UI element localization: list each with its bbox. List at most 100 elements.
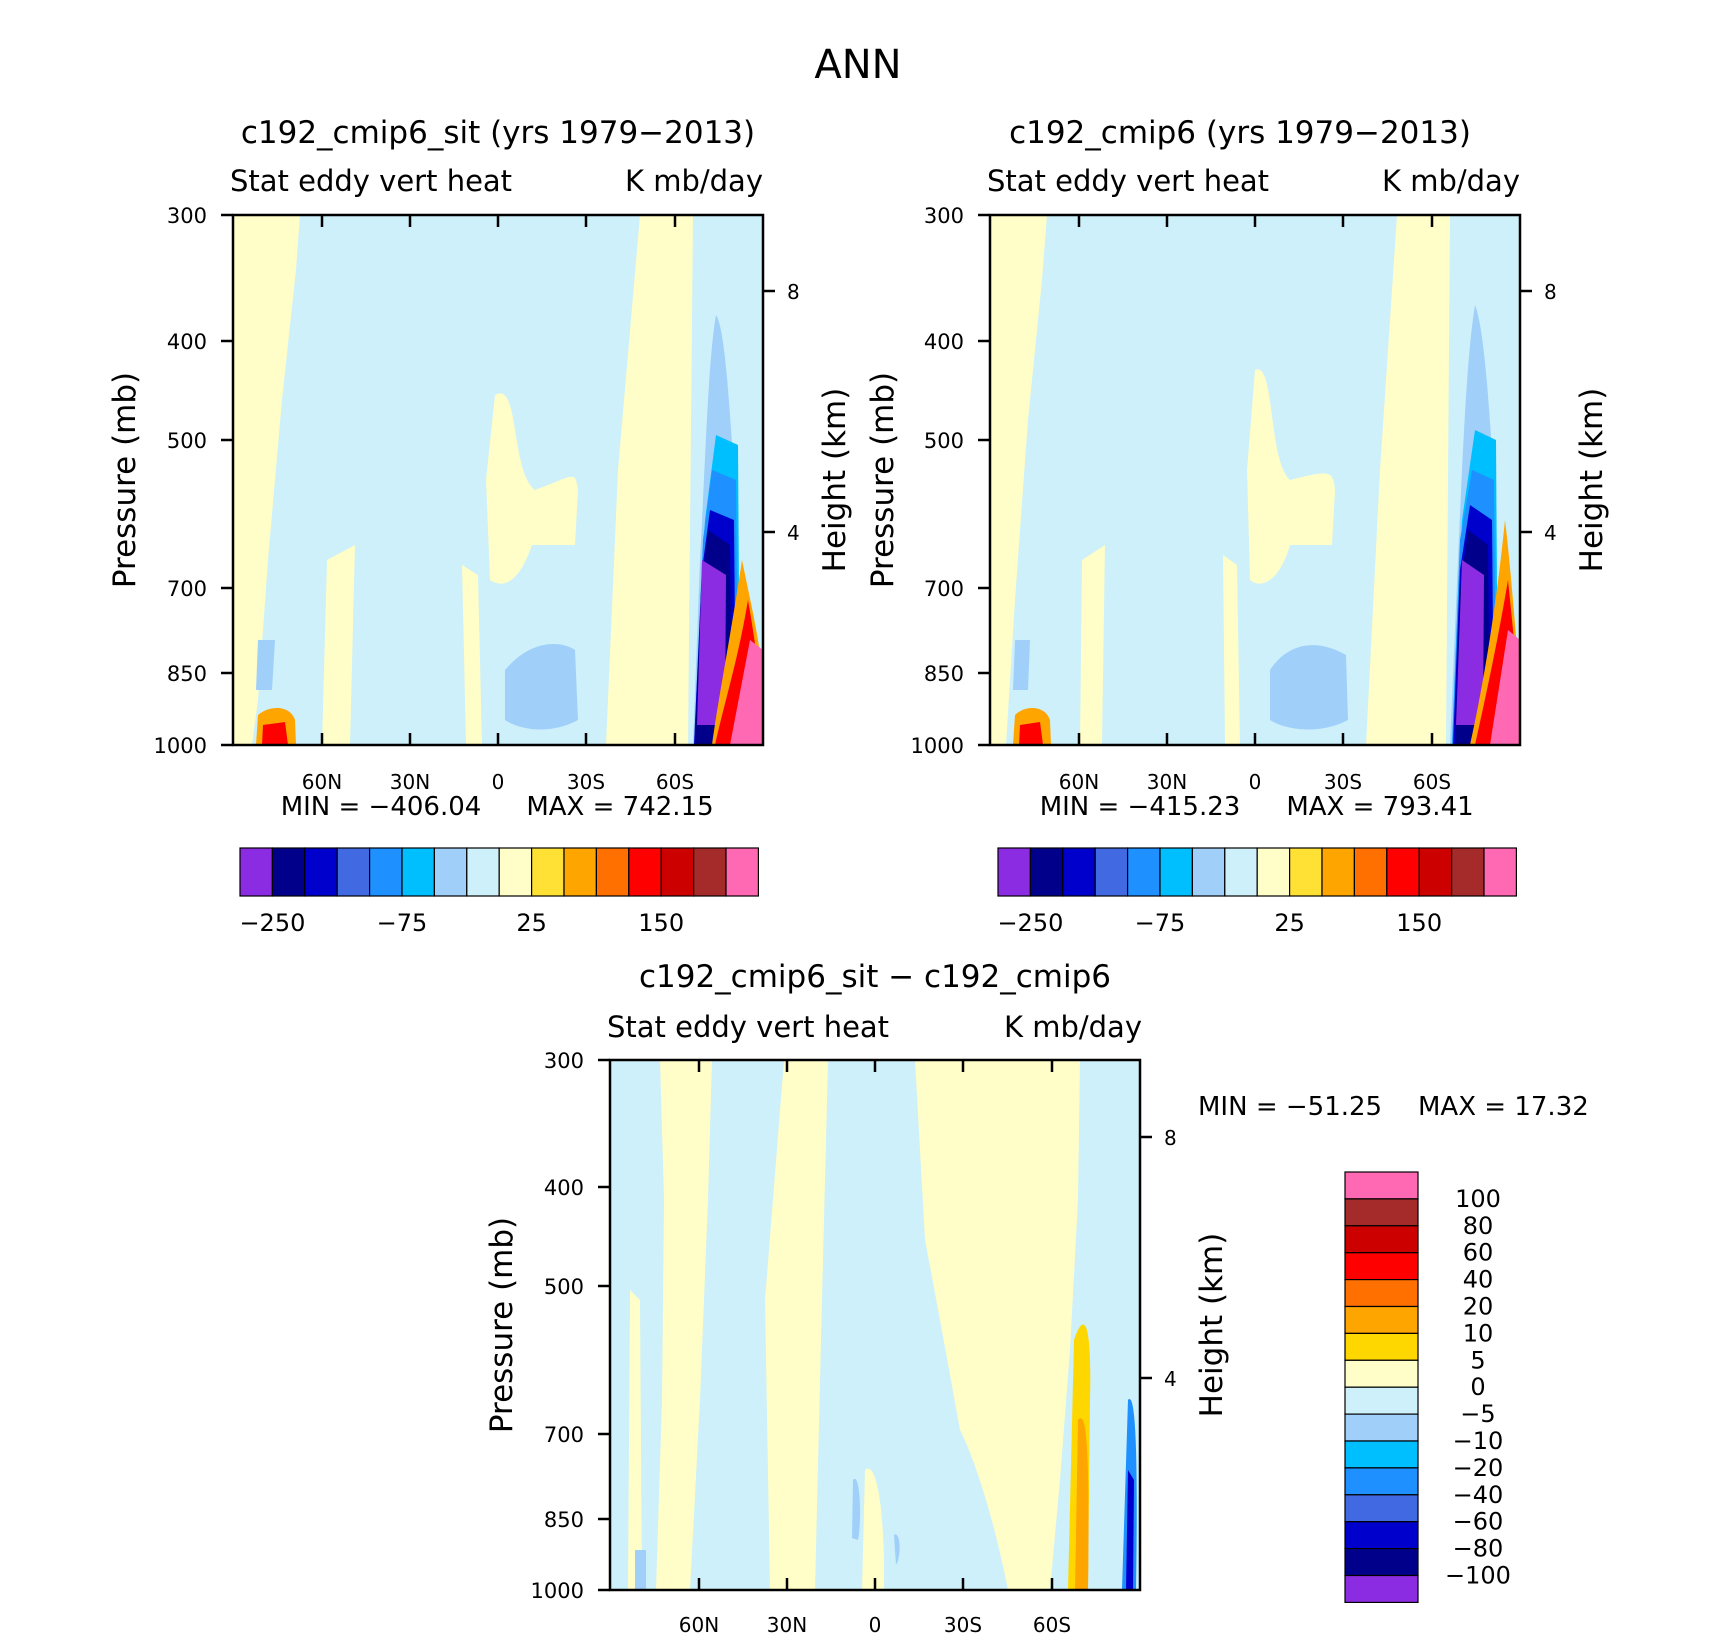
panel-3-variable-label: Stat eddy vert heat [607,1010,889,1044]
panel-3-ylabel: Pressure (mb) [484,1217,520,1433]
colorbar-swatch [1353,847,1388,897]
panel-1-units-label: K mb/day [625,164,763,198]
colorbar-swatch [369,847,403,897]
colorbar-swatch [1344,1359,1419,1388]
colorbar-swatch [1159,847,1194,897]
panel-2-ytick: 700 [924,577,964,601]
panel-2-units-label: K mb/day [1382,164,1520,198]
panel-2-max-label: MAX = 793.41 [1286,792,1473,822]
panel-3-ytick: 700 [544,1423,584,1447]
panel-3-min-label: MIN = −51.25 [1198,1092,1382,1122]
colorbar-swatch [1344,1305,1419,1334]
colorbar-swatch [1344,1521,1419,1550]
panel-1-ytick: 700 [167,577,207,601]
panel-1-ytick: 300 [167,204,207,228]
colorbar-swatch [1344,1440,1419,1469]
panel-3-title: c192_cmip6_sit − c192_cmip6 [639,959,1111,995]
colorbar-label: 5 [1470,1346,1485,1374]
colorbar-swatch [271,847,306,897]
colorbar-swatch [1450,847,1485,897]
panel-3-max-label: MAX = 17.32 [1418,1092,1589,1122]
colorbar-swatch [692,847,727,897]
panel-1-colorbar: −250 −75 25 150 [239,847,760,937]
panel-2-contour-field [990,215,1520,745]
panel-1-ylabel: Pressure (mb) [107,372,143,588]
colorbar-label: 80 [1463,1212,1494,1240]
panel-1-ticks [221,213,775,747]
panel-2-ytick: 400 [924,330,964,354]
panel-2-xtick: 30S [1324,770,1362,794]
panel-1-xtick: 60N [302,770,342,794]
panel-3-ytick: 500 [544,1275,584,1299]
panel-2-title: c192_cmip6 (yrs 1979−2013) [1009,115,1471,151]
panel-2-ylabel-right: Height (km) [1574,388,1610,573]
colorbar-swatch [1191,847,1226,897]
panel-3-ylabel-right: Height (km) [1194,1233,1230,1418]
colorbar-swatch [1062,847,1096,897]
panel-1-max-label: MAX = 742.15 [526,792,713,822]
colorbar-swatch [1344,1171,1419,1200]
panel-2-xtick: 0 [1249,770,1262,794]
panel-3-ytick: 400 [544,1176,584,1200]
panel-3-xtick: 60S [1033,1613,1071,1635]
panel-3-xtick: 60N [679,1613,719,1635]
panel-1-variable-label: Stat eddy vert heat [230,164,512,198]
panel-3-contour-field [610,1060,1140,1590]
panel-1-title: c192_cmip6_sit (yrs 1979−2013) [241,115,755,151]
panel-1-ytick: 400 [167,330,207,354]
colorbar-swatch [1029,847,1064,897]
colorbar-swatch [1256,847,1291,897]
panel-1-xtick: 0 [492,770,505,794]
colorbar-swatch [466,847,500,897]
colorbar-swatch [304,847,338,897]
colorbar-label: −80 [1453,1535,1504,1563]
colorbar-label: 25 [1274,909,1305,937]
colorbar-swatch [1344,1225,1419,1254]
panel-2-ylabel: Pressure (mb) [865,372,901,588]
colorbar-swatch [997,847,1032,897]
colorbar-swatch [660,847,695,897]
colorbar-swatch [725,847,760,897]
colorbar-swatch [595,847,630,897]
colorbar-label: 20 [1463,1293,1494,1321]
colorbar-label: 40 [1463,1266,1494,1294]
panel-1-right-tick: 4 [787,521,800,545]
colorbar-label: −5 [1460,1400,1495,1428]
panel-1-xtick: 30N [390,770,430,794]
panel-2-ticks [978,213,1532,747]
colorbar-label: 25 [516,909,547,937]
colorbar-label: −75 [1135,909,1186,937]
colorbar-swatch [1344,1494,1419,1523]
colorbar-swatch [1126,847,1161,897]
colorbar-swatch [1321,847,1356,897]
colorbar-swatch [563,847,598,897]
panel-1-ytick: 1000 [154,734,207,758]
colorbar-swatch [1344,1252,1419,1281]
panel-3-ytick: 1000 [531,1579,584,1603]
panel-3-ytick: 300 [544,1049,584,1073]
colorbar-label: −10 [1453,1427,1504,1455]
colorbar-label: −60 [1453,1508,1504,1536]
panel-1-ylabel-right: Height (km) [817,388,853,573]
colorbar-label: −250 [239,909,305,937]
colorbar-swatch [1418,847,1453,897]
panel-2-xtick: 60S [1413,770,1451,794]
panel-3-units-label: K mb/day [1004,1010,1142,1044]
panel-2-ytick: 850 [924,662,964,686]
colorbar-label: −100 [1445,1562,1511,1590]
colorbar-label: 100 [1455,1185,1501,1213]
colorbar-swatch [1344,1278,1419,1308]
colorbar-label: 60 [1463,1239,1494,1267]
colorbar-swatch [239,847,274,897]
colorbar-swatch [1344,1198,1419,1227]
colorbar-label: −20 [1453,1454,1504,1482]
colorbar-swatch [1344,1574,1419,1603]
colorbar-swatch [1344,1332,1419,1361]
panel-3-ticks [598,1058,1152,1592]
panel-3-right-tick: 8 [1164,1126,1177,1150]
panel-2-ytick: 1000 [911,734,964,758]
colorbar-swatch [628,847,662,897]
colorbar-swatch [530,847,565,897]
